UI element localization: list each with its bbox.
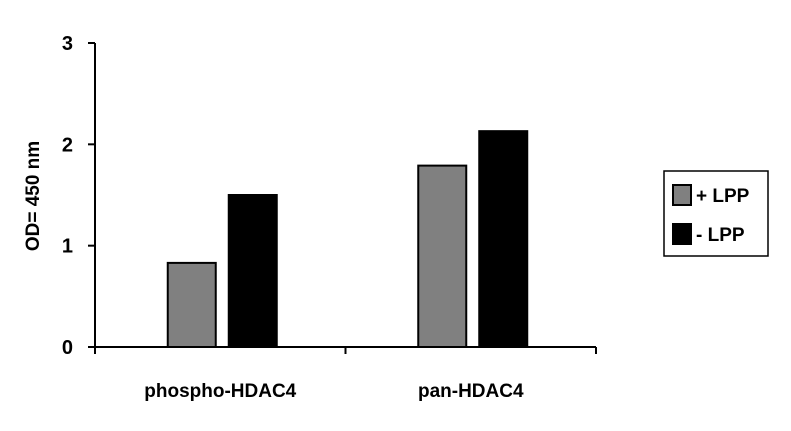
- bars: [166, 130, 529, 349]
- x-category-label: pan-HDAC4: [418, 381, 524, 402]
- y-tick-label: 3: [62, 33, 73, 55]
- y-axis-ticks: 0 1 2 3: [62, 33, 95, 359]
- y-tick-label: 0: [62, 337, 73, 359]
- x-axis-category-labels: phospho-HDAC4 pan-HDAC4: [144, 381, 524, 402]
- bar-plus-lpp-1: [417, 164, 468, 348]
- bar-minus-lpp-1: [478, 130, 529, 348]
- bar-plus-lpp-0: [166, 261, 217, 349]
- y-axis-title: OD= 450 nm: [23, 141, 44, 251]
- legend-label: + LPP: [696, 186, 750, 207]
- x-axis-ticks: [94, 347, 597, 354]
- legend-swatch: [672, 223, 692, 245]
- bar-minus-lpp-0: [227, 194, 278, 348]
- legend-label: - LPP: [696, 225, 745, 246]
- x-category-label: phospho-HDAC4: [144, 381, 296, 402]
- y-tick-label: 2: [62, 134, 73, 156]
- legend-swatch: [672, 184, 692, 206]
- legend: + LPP - LPP: [663, 170, 769, 257]
- y-tick-label: 1: [62, 236, 73, 258]
